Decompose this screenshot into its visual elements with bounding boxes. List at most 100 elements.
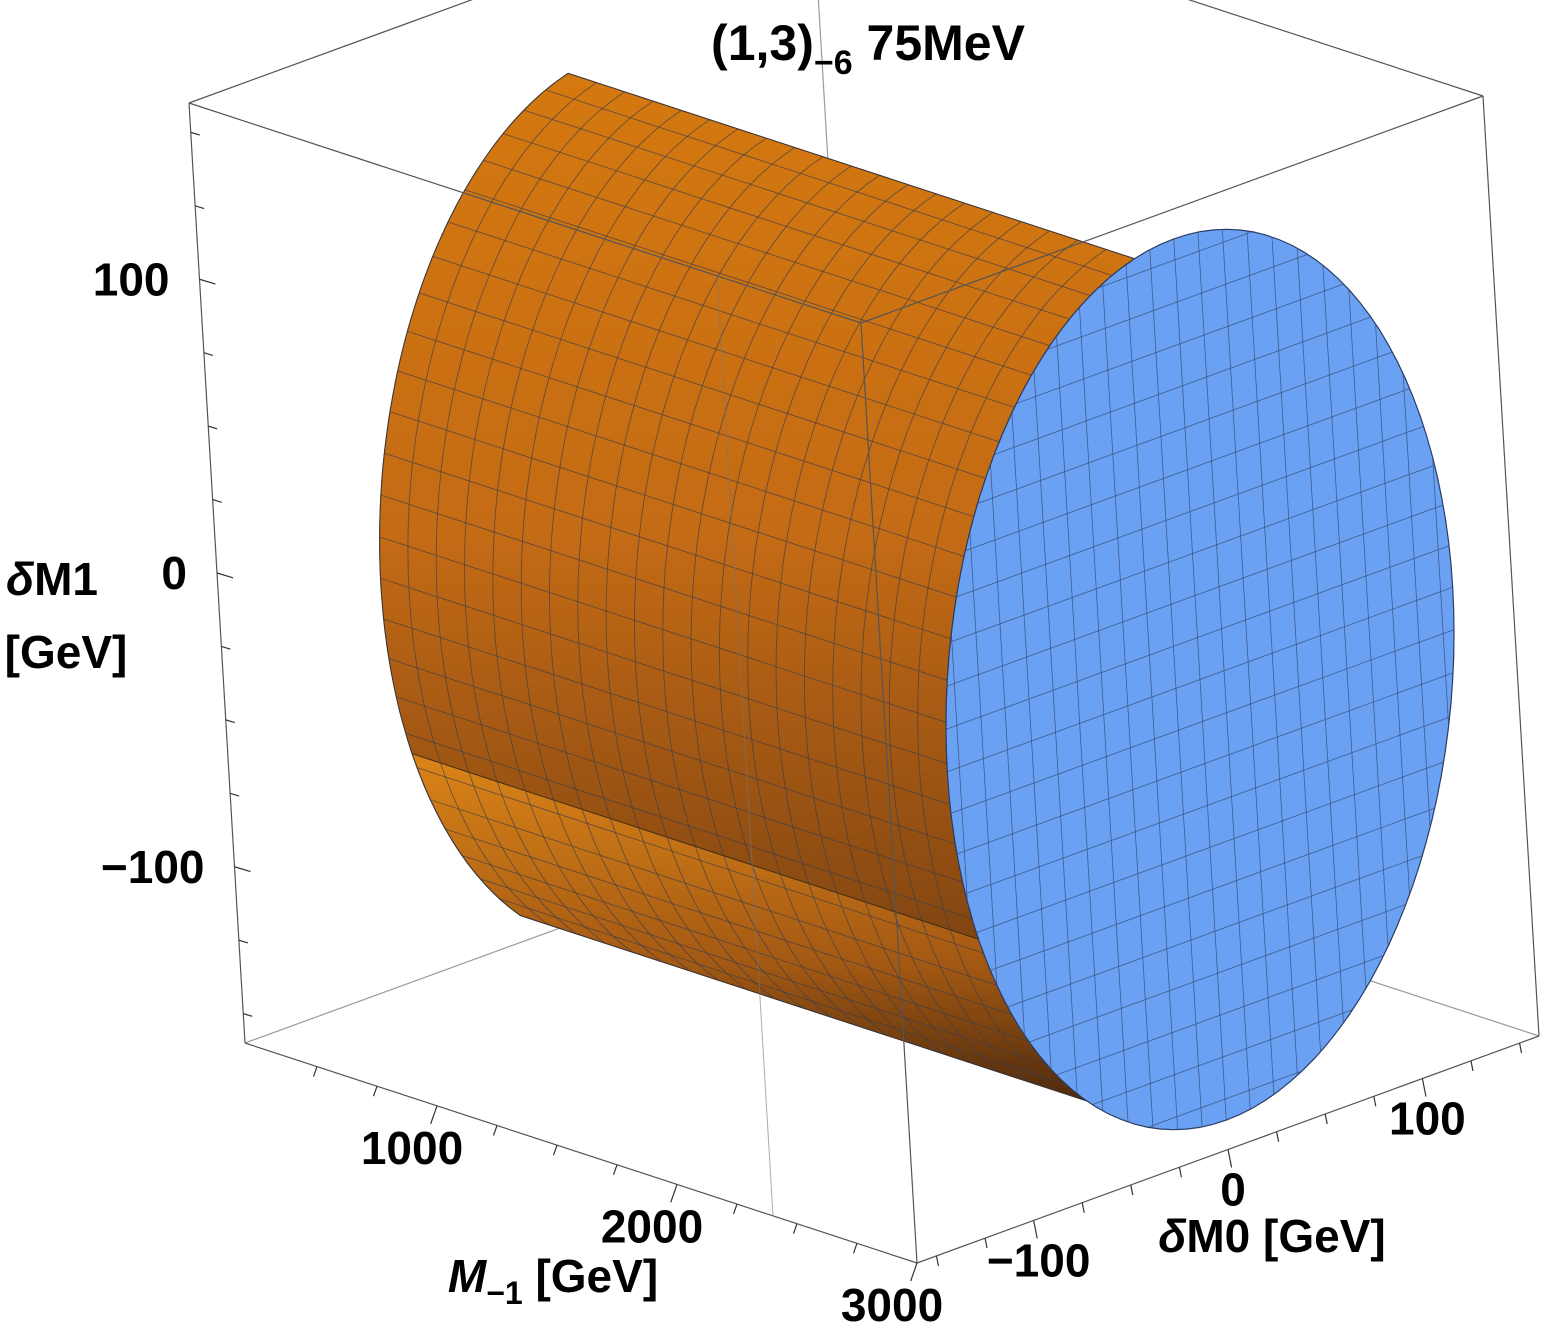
y-tick: [935, 1255, 940, 1267]
y-tick: [1421, 1078, 1427, 1097]
z-axis-label-line2: [GeV]: [5, 626, 128, 678]
title-rest: 75MeV: [853, 15, 1026, 71]
y-tick-label-0: −100: [987, 1234, 1091, 1286]
cap-grid-v-12: [1221, 229, 1275, 1095]
cap-grid-h-17: [994, 316, 1371, 455]
cylinder-surface: [379, 72, 1455, 1216]
x-axis-label-unit: [GeV]: [523, 1250, 658, 1302]
mesh-ring-18: [888, 239, 1079, 1083]
chart-title: (1,3)−6 75MeV: [711, 15, 1026, 82]
mesh-ring-16: [832, 221, 1022, 1065]
cap-grid-v-20: [1432, 457, 1450, 727]
x-tick: [612, 1164, 618, 1175]
mesh-ring-3: [464, 100, 654, 944]
mesh-ring-13: [747, 193, 937, 1037]
mesh-line-long-0: [568, 72, 1135, 260]
y-tick: [1276, 1131, 1280, 1142]
x-tick: [852, 1243, 858, 1254]
box-edge-8: [188, 0, 473, 104]
cap-grid-v-17: [1348, 289, 1389, 947]
z-tick: [212, 498, 222, 503]
x-tick-label-2: 3000: [841, 1279, 943, 1331]
box-edge-9: [1482, 95, 1540, 1037]
x-tick-label-1: 2000: [601, 1200, 703, 1252]
box-edge-11: [1187, 0, 1484, 97]
cap-grid-v-13: [1246, 230, 1298, 1076]
mesh-ring-7: [577, 137, 767, 981]
box-edge-4: [860, 322, 918, 1264]
title-subscript: −6: [814, 44, 853, 82]
y-tick: [1373, 1096, 1377, 1107]
z-tick: [203, 352, 214, 356]
x-tick: [910, 1262, 918, 1282]
y-tick: [1518, 1042, 1523, 1054]
mesh-ring-2: [435, 91, 626, 935]
cap-grid-h-16: [977, 351, 1393, 504]
z-tick: [221, 645, 231, 650]
x-axis-label: M−1 [GeV]: [448, 1250, 658, 1311]
y-tick: [984, 1238, 988, 1249]
z-tick: [216, 572, 234, 579]
z-tick: [190, 131, 200, 136]
z-tick: [243, 1013, 253, 1017]
mesh-ring-5: [520, 119, 710, 963]
mesh-ring-19: [917, 249, 1107, 1093]
mesh-ring-1: [407, 82, 597, 926]
x-tick: [732, 1203, 738, 1215]
mesh-ring-12: [718, 184, 909, 1028]
mesh-ring-15: [803, 212, 994, 1055]
y-tick: [1081, 1202, 1085, 1213]
mesh-ring-0: [379, 72, 569, 916]
cap-grid-v-15: [1296, 248, 1344, 1024]
box-edge-10: [860, 95, 1484, 324]
x-tick: [792, 1223, 798, 1234]
z-tick: [194, 205, 205, 210]
z-tick-label-1: 0: [161, 547, 187, 599]
z-tick: [234, 866, 251, 873]
x-tick: [552, 1144, 558, 1156]
x-tick: [372, 1086, 378, 1097]
cap-grid-h-19: [1047, 253, 1308, 350]
y-tick: [1130, 1184, 1134, 1196]
cap-grid-h-20: [1097, 231, 1253, 289]
x-axis-label-base: M: [448, 1250, 488, 1302]
x-tick: [670, 1184, 678, 1203]
y-tick: [1227, 1149, 1233, 1168]
y-tick-label-2: 100: [1389, 1093, 1466, 1145]
x-tick: [492, 1125, 498, 1136]
mesh-ring-8: [605, 147, 795, 991]
x-tick: [312, 1066, 318, 1077]
mesh-ring-17: [860, 230, 1050, 1074]
z-axis-label-rest: M1: [34, 553, 98, 605]
title-base: (1,3): [711, 15, 814, 71]
z-tick: [238, 939, 249, 944]
y-tick: [1470, 1060, 1474, 1071]
cap-grid-v-11: [1197, 232, 1251, 1110]
cap-grid-h-11: [945, 545, 1450, 730]
y-tick: [1324, 1113, 1328, 1125]
y-axis-label: δM0 [GeV]: [1158, 1210, 1385, 1262]
mesh-ring-4: [492, 110, 682, 953]
mesh-ring-6: [549, 128, 739, 972]
y-tick-label-1: 0: [1220, 1164, 1246, 1216]
guide-line: [716, 275, 774, 1216]
cap-grid-v-18: [1375, 323, 1410, 895]
cap-grid-h-12: [946, 504, 1444, 687]
mesh-ring-11: [690, 174, 880, 1018]
mesh-ring-14: [775, 202, 965, 1046]
x-tick-label-0: 1000: [361, 1122, 463, 1174]
cap-grid-h-18: [1016, 283, 1344, 404]
z-tick-label-0: 100: [93, 253, 170, 305]
cap-grid-v-14: [1271, 236, 1321, 1052]
cap-grid-h-15: [965, 388, 1410, 552]
x-axis-label-subscript: −1: [486, 1275, 522, 1311]
cap-grid-h-14: [956, 426, 1424, 598]
cap-grid-v-19: [1402, 373, 1431, 828]
y-tick: [1033, 1220, 1038, 1239]
z-tick: [208, 425, 218, 430]
cap-grid-v-16: [1322, 265, 1367, 989]
z-tick-label-2: −100: [101, 841, 205, 893]
box-edge-0: [244, 1042, 918, 1264]
